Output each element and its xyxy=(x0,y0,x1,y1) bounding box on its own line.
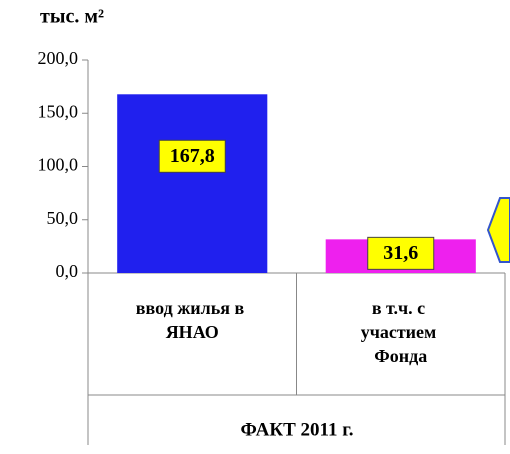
y-tick-label: 200,0 xyxy=(38,48,79,68)
callout xyxy=(486,197,510,263)
value-label-box xyxy=(367,236,435,270)
y-tick-label: 100,0 xyxy=(38,155,79,175)
x-tick-label: ввод жилья в ЯНАО xyxy=(136,298,249,342)
value-label: 31,6 xyxy=(383,242,418,264)
value-label-box xyxy=(158,139,226,173)
x-tick-line: ввод жилья в xyxy=(136,298,249,318)
y-tick-label: 0,0 xyxy=(56,261,79,281)
group-label: ФАКТ 2011 г. xyxy=(241,419,354,440)
value-label: 167,8 xyxy=(170,145,215,167)
bar xyxy=(117,94,268,273)
x-tick-line: в т.ч. с xyxy=(372,298,430,318)
x-tick-line: ЯНАО xyxy=(166,322,219,342)
y-tick-label: 50,0 xyxy=(47,208,79,228)
x-tick-label: в т.ч. с участием Фонда xyxy=(361,298,441,366)
x-tick-line: Фонда xyxy=(374,346,427,366)
y-tick-label: 150,0 xyxy=(38,101,79,121)
y-axis-label: тыс. м² xyxy=(40,6,104,28)
x-tick-line: участием xyxy=(361,322,441,342)
